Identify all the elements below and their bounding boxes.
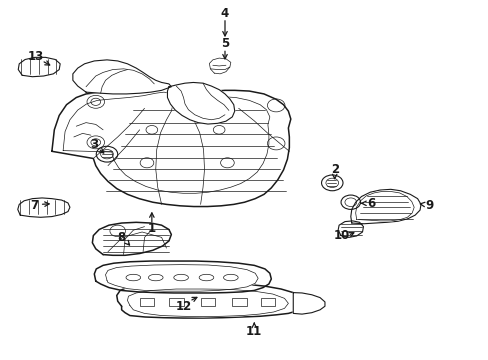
Polygon shape <box>167 82 234 124</box>
Polygon shape <box>337 221 363 237</box>
Text: 13: 13 <box>28 50 44 63</box>
Polygon shape <box>209 58 230 74</box>
Text: 3: 3 <box>90 138 98 150</box>
Text: 7: 7 <box>30 199 38 212</box>
Text: 1: 1 <box>147 222 156 235</box>
Text: 10: 10 <box>333 229 349 242</box>
Polygon shape <box>18 57 60 77</box>
Polygon shape <box>293 293 325 314</box>
Text: 11: 11 <box>245 325 262 338</box>
Polygon shape <box>63 92 269 193</box>
Polygon shape <box>94 261 271 293</box>
FancyBboxPatch shape <box>260 298 275 306</box>
Text: 12: 12 <box>175 300 191 313</box>
Polygon shape <box>52 84 290 207</box>
Polygon shape <box>92 222 171 255</box>
FancyBboxPatch shape <box>232 298 246 306</box>
Polygon shape <box>73 60 171 94</box>
Text: 6: 6 <box>366 197 375 210</box>
Polygon shape <box>350 189 420 224</box>
FancyBboxPatch shape <box>168 298 183 306</box>
FancyBboxPatch shape <box>140 298 154 306</box>
Polygon shape <box>105 265 258 291</box>
Text: 9: 9 <box>425 199 433 212</box>
Text: 4: 4 <box>221 7 229 20</box>
Polygon shape <box>355 192 413 221</box>
Text: 8: 8 <box>117 231 125 244</box>
Text: 5: 5 <box>221 37 229 50</box>
Polygon shape <box>18 198 70 217</box>
Polygon shape <box>127 289 288 317</box>
Polygon shape <box>117 282 305 318</box>
FancyBboxPatch shape <box>200 298 215 306</box>
Text: 2: 2 <box>330 163 338 176</box>
